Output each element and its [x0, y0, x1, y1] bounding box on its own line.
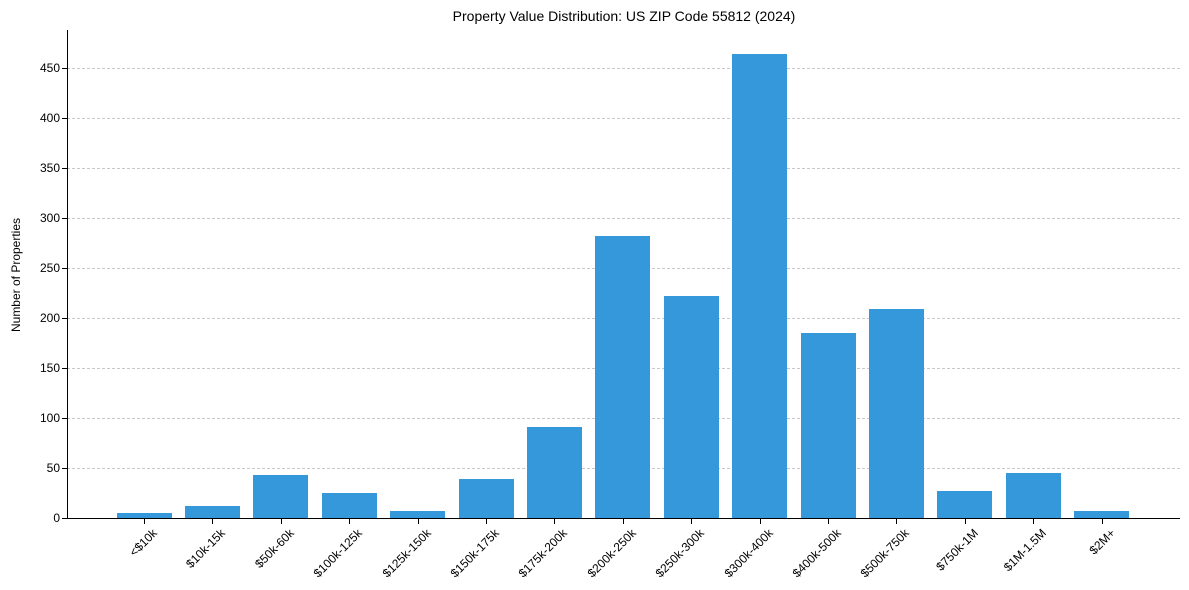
bar: [800, 333, 856, 518]
gridline: [67, 218, 1180, 219]
x-tick-label: $250k-300k: [652, 526, 708, 581]
y-tick: [62, 118, 67, 119]
y-tick-label: 450: [39, 61, 60, 75]
y-tick: [62, 468, 67, 469]
y-tick-label: 100: [39, 411, 60, 425]
x-tick: [622, 519, 624, 524]
bar: [526, 427, 582, 518]
bar: [253, 475, 309, 518]
y-tick-label: 0: [53, 511, 60, 525]
y-tick: [62, 368, 67, 369]
y-tick-label: 350: [39, 161, 60, 175]
x-tick-label: $10k-15k: [183, 526, 229, 571]
x-tick-label: $100k-125k: [310, 526, 366, 581]
y-tick-label: 50: [46, 461, 60, 475]
x-tick: [554, 519, 556, 524]
bar: [937, 491, 993, 518]
y-tick-label: 300: [39, 211, 60, 225]
x-axis-spine: [67, 518, 1180, 519]
x-tick: [1033, 519, 1035, 524]
y-tick: [62, 518, 67, 519]
x-tick-label: $2M+: [1086, 526, 1118, 558]
bar: [868, 309, 924, 518]
x-tick: [828, 519, 829, 524]
y-tick: [62, 418, 67, 419]
x-tick-label: $175k-200k: [516, 526, 571, 581]
x-tick-label: $1M-1.5M: [1000, 526, 1050, 575]
gridline: [67, 118, 1180, 119]
x-tick-label: $200k-250k: [584, 526, 639, 581]
y-tick: [62, 318, 67, 319]
y-tick: [62, 68, 67, 69]
x-tick-label: $125k-150k: [379, 526, 434, 581]
y-tick: [62, 218, 67, 219]
bar: [458, 479, 514, 518]
y-axis-spine: [67, 30, 68, 518]
bar: [184, 506, 240, 518]
y-axis-label: Number of Properties: [9, 217, 23, 333]
x-tick: [144, 519, 145, 524]
x-tick-label: <$10k: [126, 526, 160, 560]
gridline: [67, 168, 1180, 169]
x-tick-label: $400k-500k: [789, 526, 844, 581]
y-tick-label: 150: [39, 361, 60, 375]
bar: [663, 296, 719, 518]
y-tick-label: 400: [39, 111, 60, 125]
bar: [1074, 511, 1130, 518]
plot-area: 0 50 100 150 200 250 300 350 400 450 <$10k $10k-15k…: [40, 30, 1180, 580]
bar: [321, 493, 377, 518]
y-tick: [62, 168, 67, 169]
x-tick: [349, 519, 351, 524]
x-tick-label: $750k-1M: [933, 526, 981, 574]
x-tick: [964, 519, 966, 524]
x-tick: [486, 519, 487, 524]
x-tick-label: $500k-750k: [858, 526, 913, 581]
x-tick: [896, 519, 898, 524]
bar: [116, 513, 172, 518]
x-tick: [280, 519, 282, 524]
x-tick: [1101, 519, 1103, 524]
x-tick: [691, 519, 693, 524]
bar: [390, 511, 446, 518]
bar: [732, 54, 788, 518]
bar: [1005, 473, 1061, 518]
y-tick-label: 200: [39, 311, 60, 325]
bar: [595, 236, 651, 518]
x-tick-label: $50k-60k: [251, 526, 297, 571]
x-tick: [212, 519, 214, 524]
x-tick: [759, 519, 761, 524]
x-tick-label: $300k-400k: [721, 526, 776, 581]
gridline: [67, 68, 1180, 69]
y-tick: [62, 268, 67, 269]
chart-title: Property Value Distribution: US ZIP Code…: [452, 8, 796, 24]
y-tick-label: 250: [39, 261, 60, 275]
x-tick-label: $150k-175k: [447, 526, 502, 581]
x-tick: [417, 519, 419, 524]
